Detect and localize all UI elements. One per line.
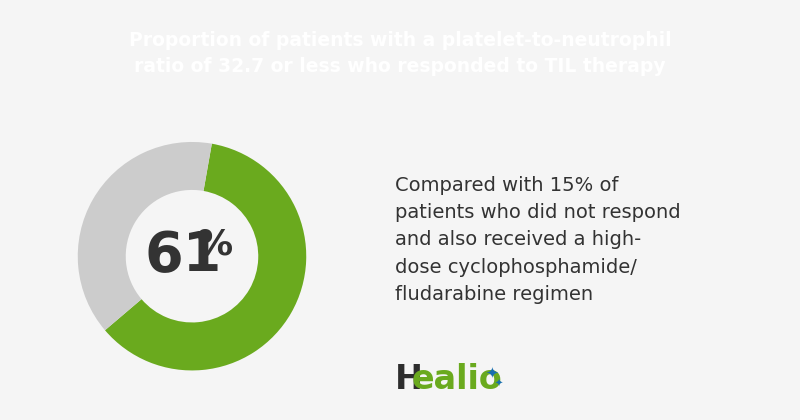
Text: 61: 61 bbox=[144, 229, 222, 283]
Text: Compared with 15% of
patients who did not respond
and also received a high-
dose: Compared with 15% of patients who did no… bbox=[395, 176, 681, 304]
Text: ✦: ✦ bbox=[485, 366, 498, 381]
Text: Proportion of patients with a platelet-to-neutrophil
ratio of 32.7 or less who r: Proportion of patients with a platelet-t… bbox=[129, 31, 671, 76]
Wedge shape bbox=[78, 142, 212, 330]
Text: ealio: ealio bbox=[412, 363, 502, 396]
Wedge shape bbox=[105, 144, 306, 370]
Text: ✦: ✦ bbox=[495, 378, 503, 388]
Text: H: H bbox=[395, 363, 423, 396]
Text: %: % bbox=[197, 228, 233, 262]
